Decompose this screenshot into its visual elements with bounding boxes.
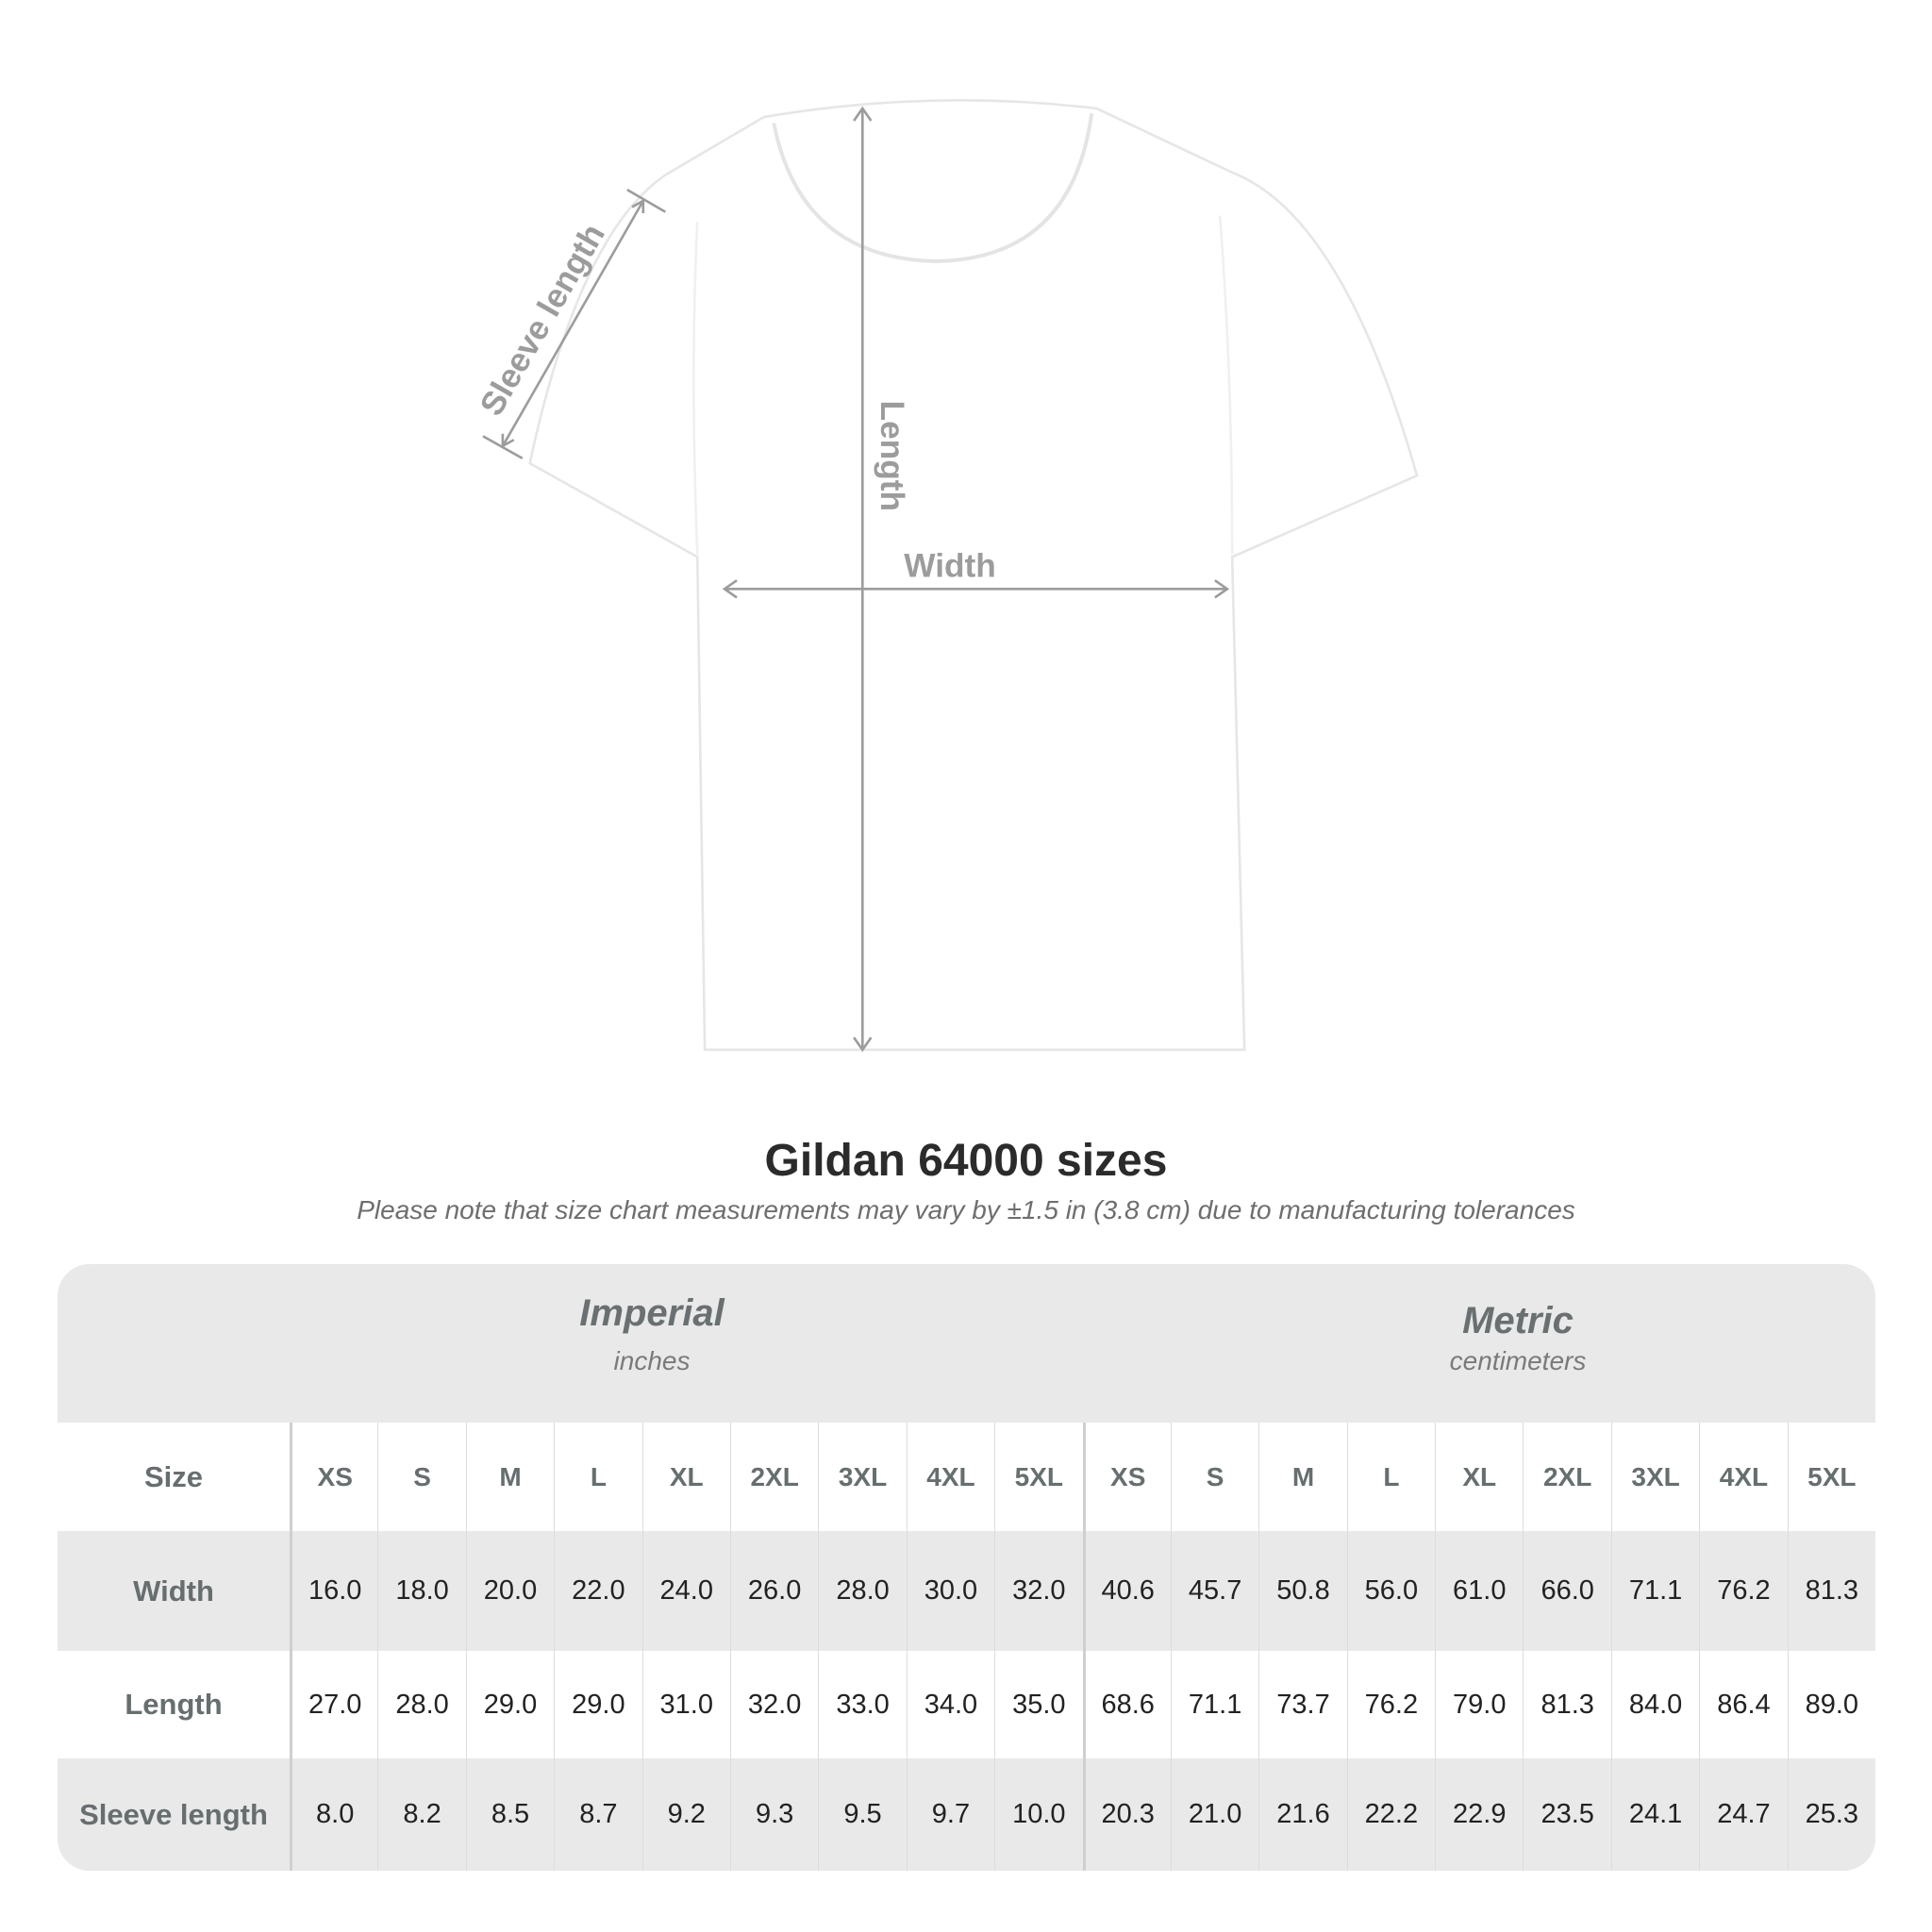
- imperial-value-cell: 33.0: [818, 1651, 907, 1758]
- metric-value-cell: 23.5: [1523, 1758, 1611, 1871]
- imperial-value-cell: 26.0: [729, 1531, 819, 1651]
- tshirt-sleeve-seam-left: [692, 222, 699, 555]
- table-header-band: Imperial inches Metric centimeters: [58, 1264, 1875, 1423]
- metric-value-cell: 66.0: [1523, 1531, 1611, 1651]
- metric-size-header: XL: [1435, 1423, 1524, 1531]
- metric-value-cell: 21.6: [1258, 1758, 1347, 1871]
- metric-value-cell: 56.0: [1346, 1531, 1436, 1651]
- imperial-size-header: 3XL: [818, 1423, 907, 1531]
- imperial-size-header: XS: [290, 1423, 378, 1531]
- imperial-size-header: M: [465, 1423, 555, 1531]
- metric-size-header: L: [1346, 1423, 1436, 1531]
- metric-value-cell: 86.4: [1699, 1651, 1788, 1758]
- imperial-value-cell: 27.0: [290, 1651, 378, 1758]
- imperial-value-cell: 9.3: [729, 1758, 819, 1871]
- metric-unit: centimeters: [1449, 1346, 1587, 1375]
- metric-value-cell: 25.3: [1787, 1758, 1875, 1871]
- sleeve-length-arrow: [482, 189, 666, 460]
- imperial-value-cell: 29.0: [554, 1651, 642, 1758]
- imperial-value-cell: 9.5: [818, 1758, 907, 1871]
- metric-value-cell: 71.1: [1610, 1531, 1700, 1651]
- imperial-value-cell: 31.0: [641, 1651, 730, 1758]
- imperial-size-header: 4XL: [906, 1423, 995, 1531]
- metric-size-header: XS: [1082, 1423, 1171, 1531]
- metric-value-cell: 79.0: [1435, 1651, 1524, 1758]
- imperial-size-header: S: [377, 1423, 466, 1531]
- imperial-value-cell: 9.7: [906, 1758, 995, 1871]
- size-grid: Size XS S M L XL 2XL 3XL 4XL 5XL XS S M L XL 2XL 3XL 4XL 5…: [58, 1423, 1875, 1871]
- imperial-value-cell: 16.0: [290, 1531, 378, 1651]
- metric-value-cell: 76.2: [1699, 1531, 1788, 1651]
- imperial-value-cell: 28.0: [818, 1531, 907, 1651]
- imperial-value-cell: 9.2: [641, 1758, 730, 1871]
- tshirt-neckline: [772, 112, 1094, 263]
- imperial-size-header: XL: [641, 1423, 730, 1531]
- imperial-value-cell: 24.0: [641, 1531, 730, 1651]
- metric-value-cell: 73.7: [1258, 1651, 1347, 1758]
- metric-value-cell: 81.3: [1523, 1651, 1611, 1758]
- imperial-value-cell: 29.0: [465, 1651, 555, 1758]
- metric-value-cell: 84.0: [1610, 1651, 1700, 1758]
- tshirt-sleeve-seam-right: [1218, 215, 1234, 555]
- imperial-value-cell: 22.0: [554, 1531, 642, 1651]
- row-label: Length: [58, 1651, 290, 1758]
- imperial-size-header: 2XL: [729, 1423, 819, 1531]
- metric-value-cell: 71.1: [1170, 1651, 1259, 1758]
- imperial-value-cell: 8.5: [465, 1758, 555, 1871]
- imperial-value-cell: 8.7: [554, 1758, 642, 1871]
- imperial-value-cell: 8.2: [377, 1758, 466, 1871]
- imperial-value-cell: 8.0: [290, 1758, 378, 1871]
- metric-value-cell: 24.7: [1699, 1758, 1788, 1871]
- length-arrow: [853, 106, 873, 1053]
- width-arrow: [722, 579, 1230, 599]
- imperial-value-cell: 30.0: [906, 1531, 995, 1651]
- width-label: Width: [904, 547, 996, 584]
- imperial-header: Imperial inches: [256, 1292, 1048, 1376]
- metric-value-cell: 61.0: [1435, 1531, 1524, 1651]
- imperial-value-cell: 10.0: [994, 1758, 1083, 1871]
- metric-size-header: 5XL: [1787, 1423, 1875, 1531]
- size-header-label: Size: [58, 1423, 290, 1531]
- imperial-value-cell: 32.0: [994, 1531, 1083, 1651]
- metric-value-cell: 89.0: [1787, 1651, 1875, 1758]
- imperial-value-cell: 20.0: [465, 1531, 555, 1651]
- metric-size-header: M: [1258, 1423, 1347, 1531]
- imperial-value-cell: 32.0: [729, 1651, 819, 1758]
- imperial-size-header: 5XL: [994, 1423, 1083, 1531]
- metric-value-cell: 40.6: [1082, 1531, 1171, 1651]
- imperial-value-cell: 35.0: [994, 1651, 1083, 1758]
- metric-size-header: 4XL: [1699, 1423, 1788, 1531]
- chart-subtitle: Please note that size chart measurements…: [357, 1195, 1575, 1224]
- imperial-size-header: L: [554, 1423, 642, 1531]
- size-table: Imperial inches Metric centimeters Size X…: [58, 1264, 1875, 1871]
- tshirt-image: [528, 99, 1419, 1052]
- metric-value-cell: 21.0: [1170, 1758, 1259, 1871]
- metric-size-header: 2XL: [1523, 1423, 1611, 1531]
- metric-header: Metric centimeters: [1122, 1300, 1875, 1376]
- metric-value-cell: 20.3: [1082, 1758, 1171, 1871]
- metric-value-cell: 45.7: [1170, 1531, 1259, 1651]
- metric-value-cell: 22.9: [1435, 1758, 1524, 1871]
- metric-value-cell: 24.1: [1610, 1758, 1700, 1871]
- metric-value-cell: 50.8: [1258, 1531, 1347, 1651]
- imperial-title: Imperial: [579, 1292, 724, 1334]
- imperial-unit: inches: [613, 1346, 691, 1375]
- row-label: Width: [58, 1531, 290, 1651]
- row-label: Sleeve length: [58, 1758, 290, 1871]
- metric-value-cell: 81.3: [1787, 1531, 1875, 1651]
- imperial-value-cell: 28.0: [377, 1651, 466, 1758]
- metric-size-header: 3XL: [1610, 1423, 1700, 1531]
- metric-size-header: S: [1170, 1423, 1259, 1531]
- imperial-value-cell: 34.0: [906, 1651, 995, 1758]
- metric-title: Metric: [1462, 1300, 1574, 1341]
- metric-value-cell: 22.2: [1346, 1758, 1436, 1871]
- chart-title: Gildan 64000 sizes: [764, 1136, 1168, 1186]
- length-label: Length: [874, 401, 910, 511]
- imperial-value-cell: 18.0: [377, 1531, 466, 1651]
- metric-value-cell: 76.2: [1346, 1651, 1436, 1758]
- metric-value-cell: 68.6: [1082, 1651, 1171, 1758]
